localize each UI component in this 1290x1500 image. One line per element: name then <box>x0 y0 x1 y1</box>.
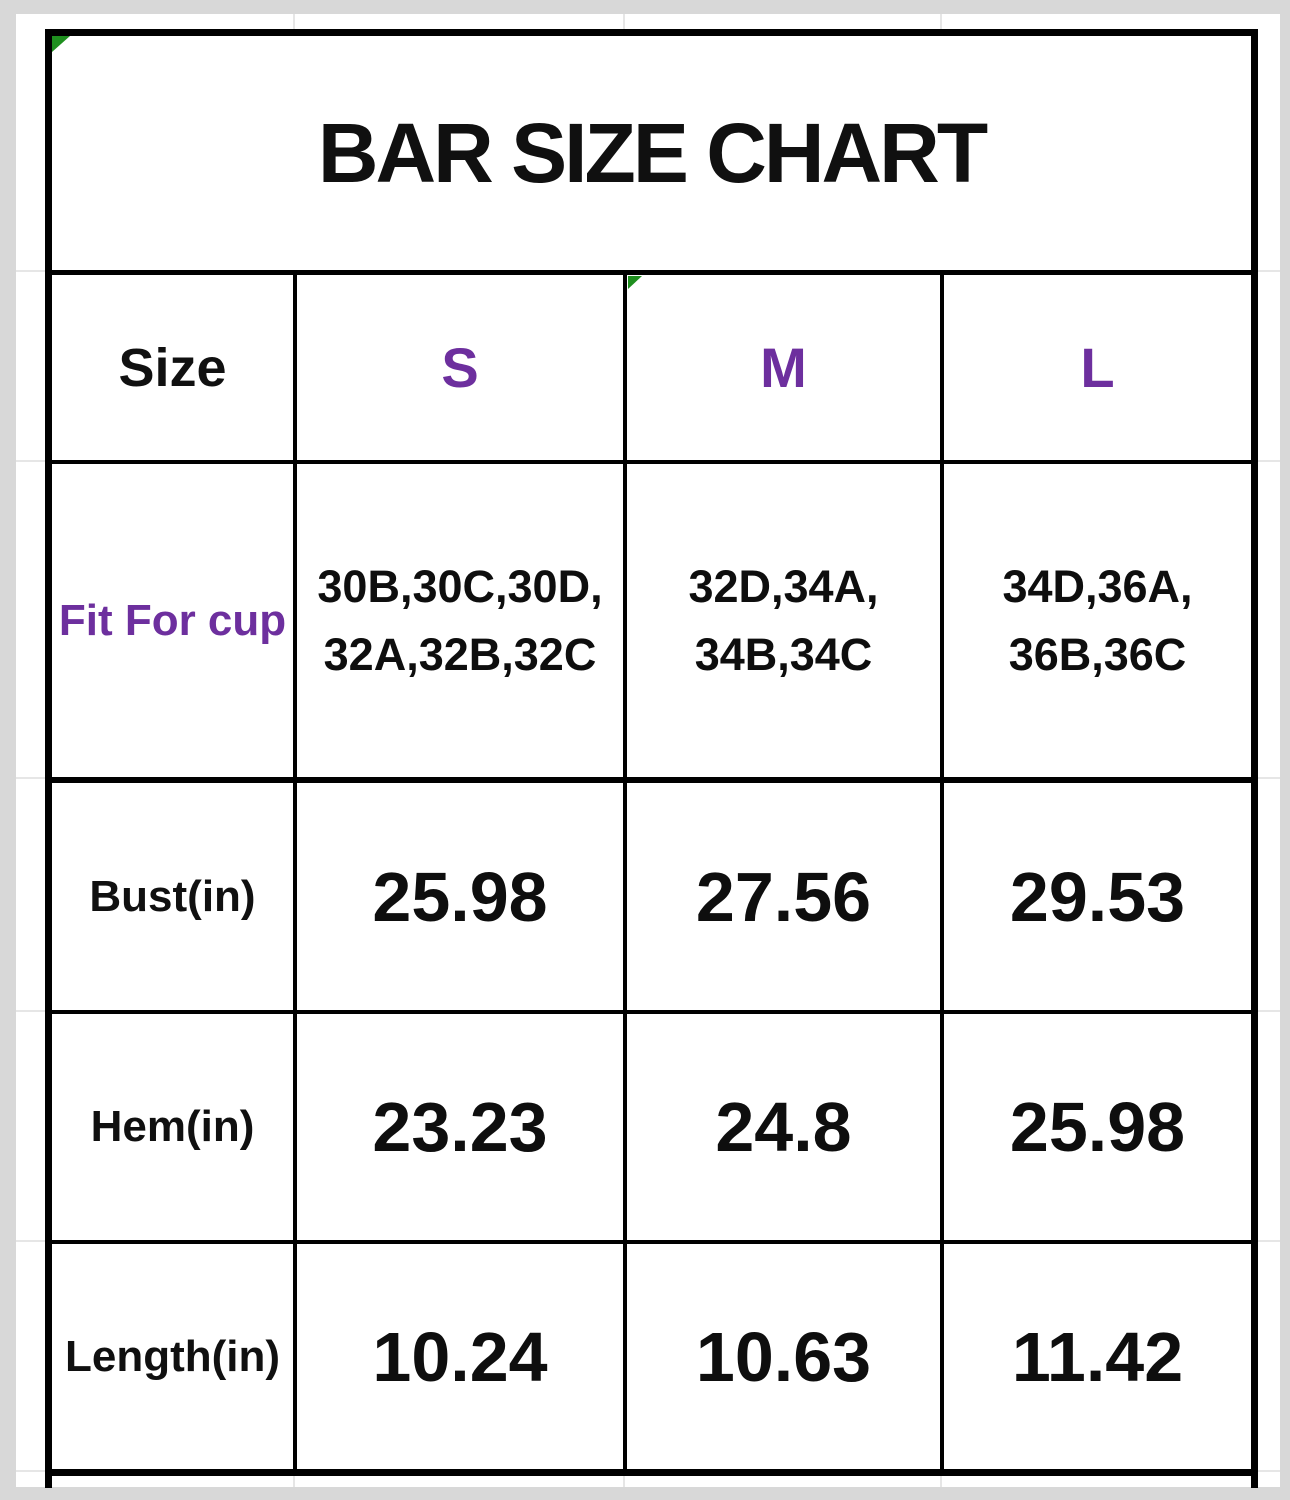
row-label-length: Length(in) <box>52 1244 297 1469</box>
cell-fit-s: 30B,30C,30D, 32A,32B,32C <box>297 464 627 783</box>
header-size-s: S <box>297 275 627 464</box>
cell-fit-m: 32D,34A, 34B,34C <box>627 464 944 783</box>
cell-fit-s-line2: 32A,32B,32C <box>323 628 597 680</box>
cell-hem-m: 24.8 <box>627 1014 944 1244</box>
cell-length-m: 10.63 <box>627 1244 944 1469</box>
cell-bust-s: 25.98 <box>297 783 627 1014</box>
page-title: BAR SIZE CHART <box>52 36 1251 275</box>
cell-fit-l-line2: 36B,36C <box>1008 628 1187 680</box>
row-label-bust: Bust(in) <box>52 783 297 1014</box>
cell-length-l: 11.42 <box>1011 1317 1184 1396</box>
cell-hem-s: 23.23 <box>297 1014 627 1244</box>
cell-fit-l-line1: 34D,36A, <box>1002 561 1193 612</box>
cell-fit-m-line2: 34B,34C <box>694 628 873 680</box>
table-border-stub <box>45 1476 52 1488</box>
cell-hem-l: 25.98 <box>944 1014 1251 1244</box>
header-size-label: Size <box>52 275 297 464</box>
header-size-l: L <box>944 275 1251 464</box>
cell-fit-s-line1: 30B,30C,30D, <box>317 561 603 612</box>
cell-bust-l: 29.53 <box>944 783 1251 1014</box>
header-size-m: M <box>627 275 944 464</box>
cell-bust-m: 27.56 <box>627 783 944 1014</box>
row-label-hem: Hem(in) <box>52 1014 297 1244</box>
row-label-fit-for-cup: Fit For cup <box>52 464 297 783</box>
cell-fit-l: 34D,36A, 36B,36C <box>944 464 1251 783</box>
cell-length-s: 10.24 <box>297 1244 627 1469</box>
size-chart-table: BAR SIZE CHART Size S M L Fit For cup 30… <box>45 29 1258 1476</box>
table-border-stub <box>1251 1476 1258 1488</box>
cell-fit-m-line1: 32D,34A, <box>688 561 879 612</box>
